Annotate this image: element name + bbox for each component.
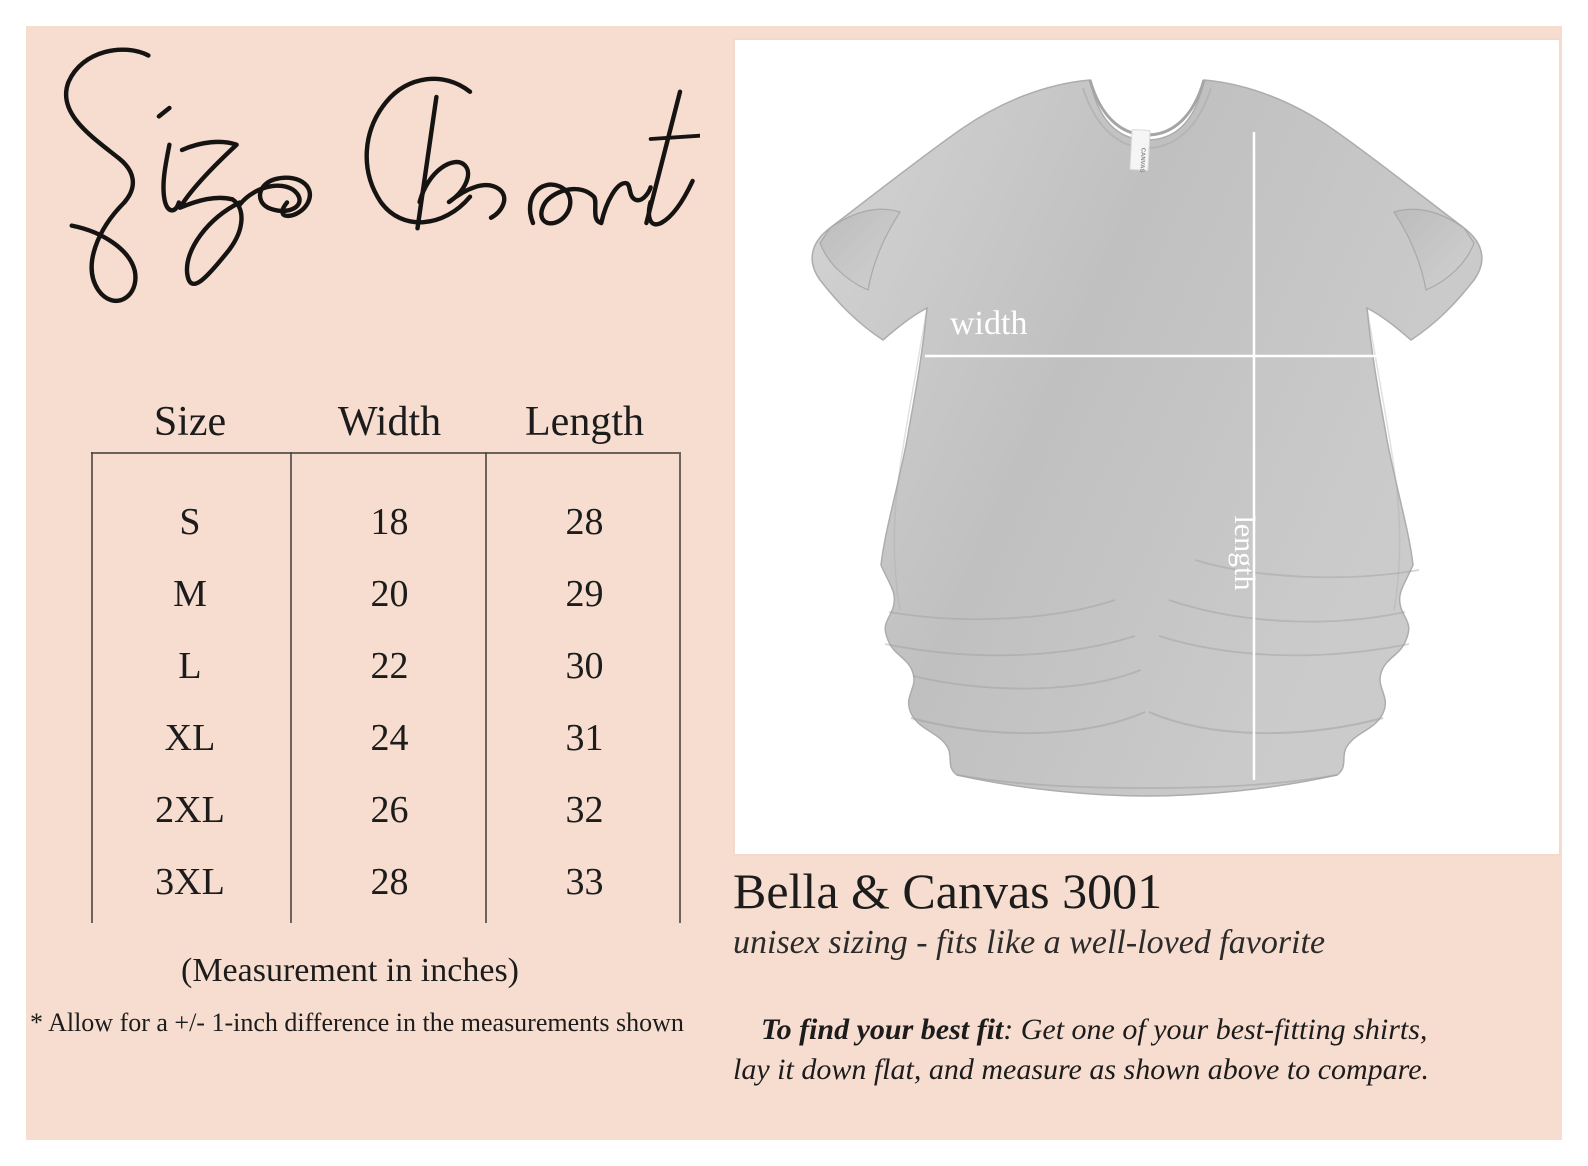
- svg-text:width: width: [950, 305, 1027, 342]
- svg-text:length: length: [1228, 516, 1261, 591]
